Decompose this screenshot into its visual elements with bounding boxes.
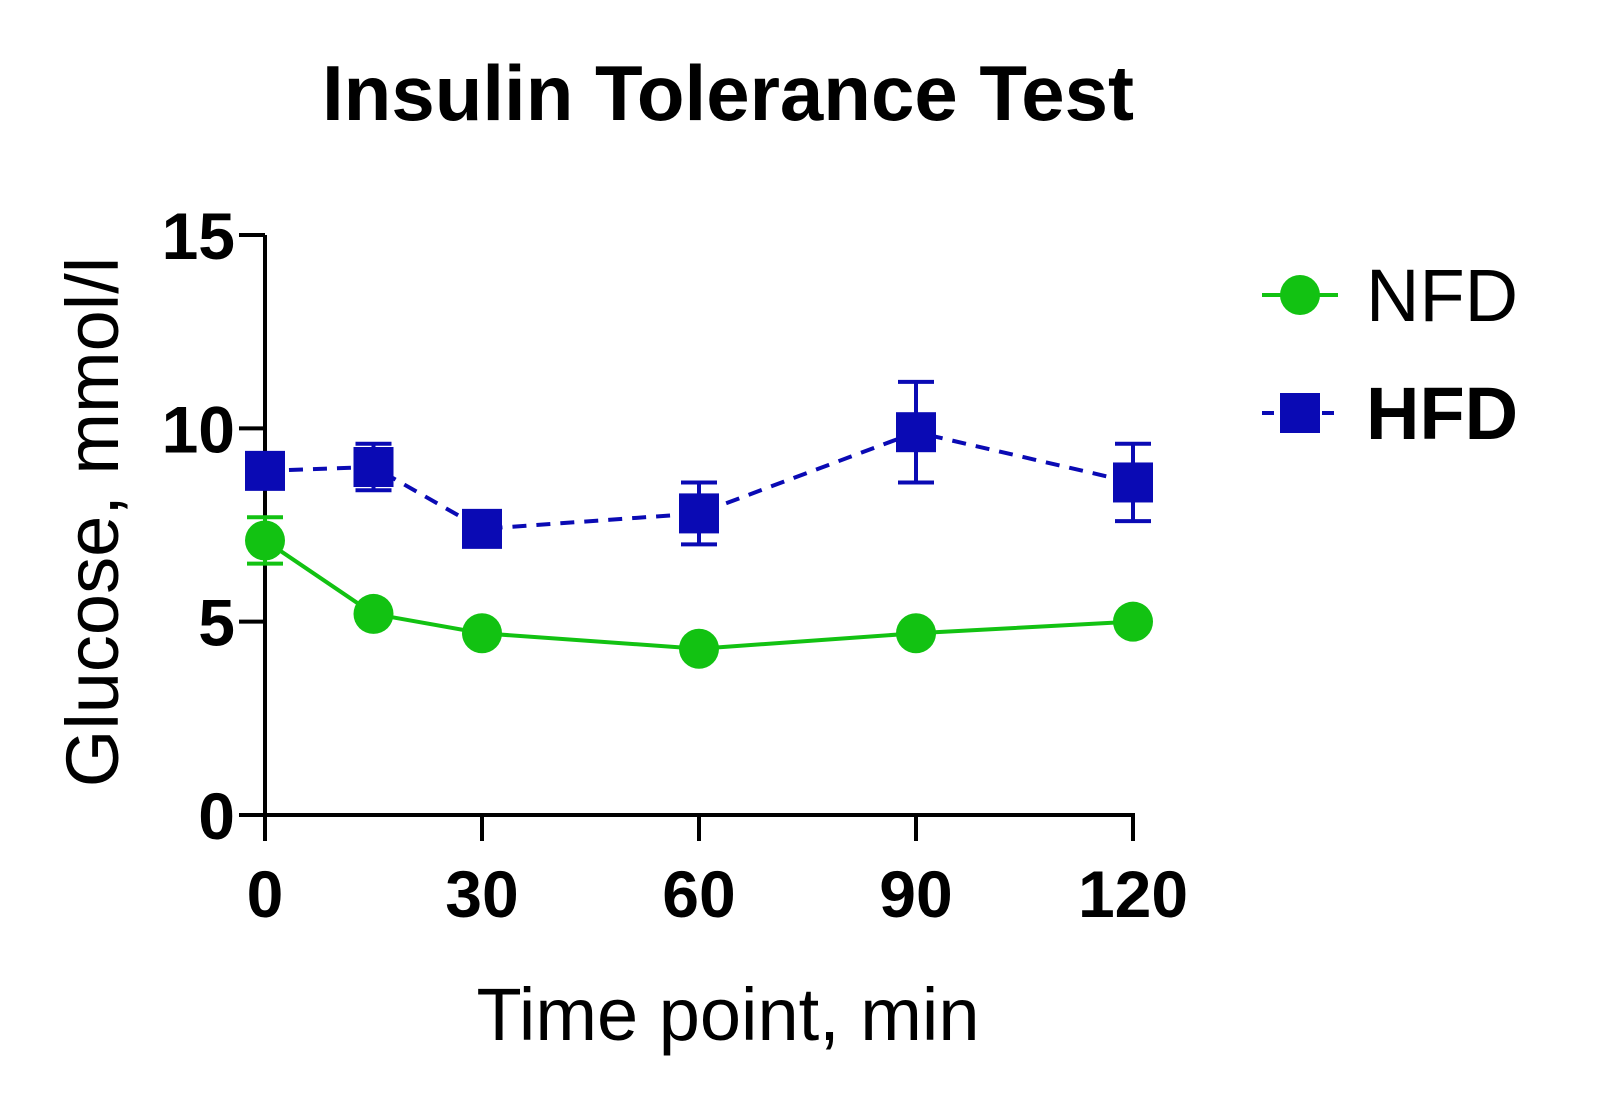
legend-label: NFD [1366,254,1518,337]
data-point [1113,601,1153,642]
legend: NFD HFD [1262,254,1518,455]
data-point [462,508,502,549]
data-point [896,412,936,453]
data-point [896,613,936,654]
y-axis-title: Glucose, mmol/l [51,257,134,787]
x-tick-label: 0 [247,857,284,931]
data-point [679,493,719,534]
legend-item-hfd: HFD [1262,372,1518,455]
axes: 0 5 10 15 0 30 60 90 120 [162,199,1188,931]
x-axis-title: Time point, min [476,973,979,1056]
series-nfd [245,515,1153,669]
data-point [1113,462,1153,503]
legend-marker [1280,275,1320,315]
x-tick-label: 120 [1078,857,1188,931]
data-point [353,447,394,487]
x-tick-label: 30 [445,857,518,931]
x-tick-label: 60 [662,857,735,931]
data-point [353,593,394,634]
legend-marker [1280,393,1320,433]
y-tick-label: 5 [198,586,235,660]
y-tick-label: 10 [162,392,235,466]
data-point [245,520,285,561]
legend-item-nfd: NFD [1262,254,1518,337]
y-tick-label: 0 [198,779,235,853]
data-series [245,379,1153,669]
y-tick-label: 15 [162,199,235,273]
series-hfd [245,379,1153,549]
legend-label: HFD [1366,372,1518,455]
chart-title: Insulin Tolerance Test [322,49,1134,137]
data-point [679,628,719,669]
x-tick-label: 90 [879,857,952,931]
data-point [462,613,502,654]
series-line-hfd [264,430,1134,531]
series-line-nfd [263,538,1134,651]
data-point [245,450,285,491]
